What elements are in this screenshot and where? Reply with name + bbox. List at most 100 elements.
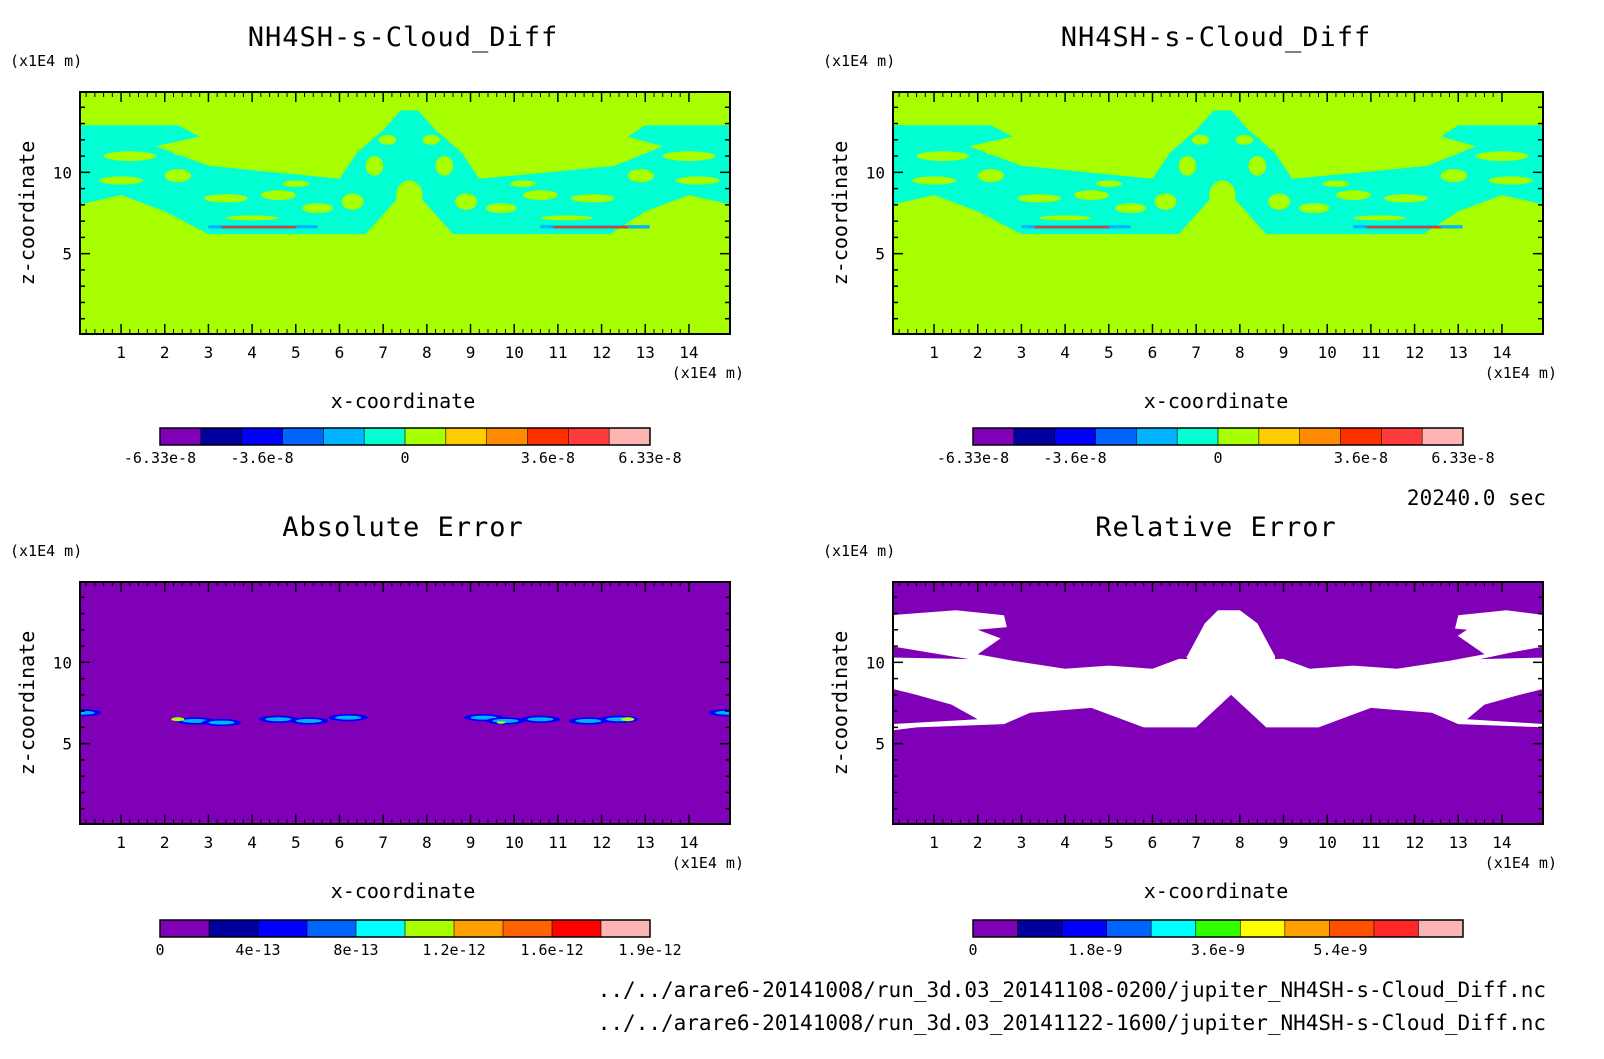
cloud-gap [1191,134,1210,145]
colorbar-swatch [241,428,283,445]
x-unit-label: (x1E4 m) [1485,854,1557,872]
colorbar: -6.33e-8 -3.6e-8 0 3.6e-8 6.33e-8 [124,427,682,467]
field-features [80,709,730,727]
cloud-gap [455,193,478,210]
y-tick-label: 5 [62,245,72,264]
error-blob [295,718,323,723]
plot-frame [892,581,1544,825]
x-tick-label: 1 [929,343,939,362]
y-tick-label: 5 [62,735,72,754]
cloud-gap [610,149,646,157]
cloud-gap [540,215,593,221]
error-peak [621,717,635,722]
cloud-gap [1322,180,1350,187]
cloud-gap [509,180,537,187]
panel-1: 1 2 3 4 5 6 7 8 9 10 11 12 13 14510NH4SH-s-Cloud_Diff… [10,22,744,467]
colorbar: -6.33e-8 -3.6e-8 0 3.6e-8 6.33e-8 [937,427,1495,467]
colorbar-label: 5.4e-9 [1313,941,1367,959]
x-tick-label: 9 [1279,343,1289,362]
x-tick-label: 3 [204,343,214,362]
x-tick-label: 10 [1318,343,1337,362]
cloud-gap [341,193,364,210]
x-tick-label: 6 [1148,833,1158,852]
cloud-gap [986,149,1022,157]
x-tick-label: 13 [636,833,655,852]
error-blob [575,718,602,723]
colorbar-label: 1.8e-9 [1068,941,1122,959]
y-unit-label: (x1E4 m) [10,52,82,70]
x-tick-label: 12 [592,343,611,362]
cloud-gap [627,169,654,183]
colorbar-swatch [1218,428,1260,445]
colorbar-swatch [1422,428,1464,445]
colorbar-swatch [1017,920,1063,937]
x-tick-label: 6 [335,343,345,362]
plot-frame [892,91,1544,335]
colorbar-swatch [1284,920,1330,937]
cloud-gap [1475,151,1529,161]
colorbar-swatch [1258,428,1301,445]
colorbar-swatch [1136,428,1178,445]
colorbar-swatch [454,920,504,937]
cloud-gap [1178,156,1197,176]
colorbar-swatch [364,428,406,445]
colorbar-swatch [405,920,455,937]
panel-title: NH4SH-s-Cloud_Diff [1061,22,1372,53]
cloud-gap [282,180,309,187]
x-tick-label: 7 [1191,343,1201,362]
x-tick-label: 14 [1492,833,1511,852]
colorbar-label: 3.6e-8 [521,449,575,467]
x-tick-label: 4 [1060,343,1070,362]
cloud-gap [570,194,615,203]
colorbar-label: 0 [155,941,164,959]
y-axis-label: z-coordinate [828,141,852,286]
x-tick-label: 1 [929,833,939,852]
cloud-gap [1440,169,1467,183]
x-tick-label: 7 [1191,833,1201,852]
colorbar-swatch [1195,920,1241,937]
colorbar-swatch [527,428,569,445]
colorbar-swatch [1373,920,1419,937]
cloud-gap [225,215,279,221]
colorbar-swatch [1054,428,1096,445]
x-tick-label: 8 [422,343,432,362]
colorbar-frame [972,919,1464,938]
relerr-region [1274,620,1467,660]
x-unit-label: (x1E4 m) [672,364,744,382]
x-tick-label: 8 [1235,833,1245,852]
cloud-gap [977,169,1004,183]
streak-red [1366,226,1441,229]
error-peak [171,717,185,722]
x-unit-label: (x1E4 m) [672,854,744,872]
x-axis-label: x-coordinate [1144,879,1289,903]
colorbar-swatch [1329,920,1375,937]
cloud-gap [1298,203,1330,213]
relerr-region [1196,694,1267,728]
x-tick-label: 1 [116,833,126,852]
field-features [893,110,1543,235]
undefined-region [893,610,1543,731]
colorbar-swatch [445,428,488,445]
cloud-gap [912,176,956,185]
cloud-gap [378,134,397,145]
x-tick-label: 10 [505,343,524,362]
x-tick-label: 11 [1361,833,1380,852]
colorbar-swatch [1299,428,1341,445]
cloud-band [80,110,730,235]
x-tick-label: 12 [592,833,611,852]
x-tick-label: 12 [1405,833,1424,852]
x-tick-label: 2 [973,833,983,852]
x-tick-label: 4 [247,833,257,852]
x-tick-label: 5 [1104,833,1114,852]
colorbar-swatch [1095,428,1137,445]
error-blob [208,720,235,725]
x-tick-label: 4 [1060,833,1070,852]
x-tick-label: 3 [1017,833,1027,852]
colorbar-label: 6.33e-8 [1431,449,1494,467]
colorbar-swatch [282,428,324,445]
cloud-gap [1073,190,1109,200]
x-tick-label: 4 [247,343,257,362]
colorbar-swatch [552,920,602,937]
